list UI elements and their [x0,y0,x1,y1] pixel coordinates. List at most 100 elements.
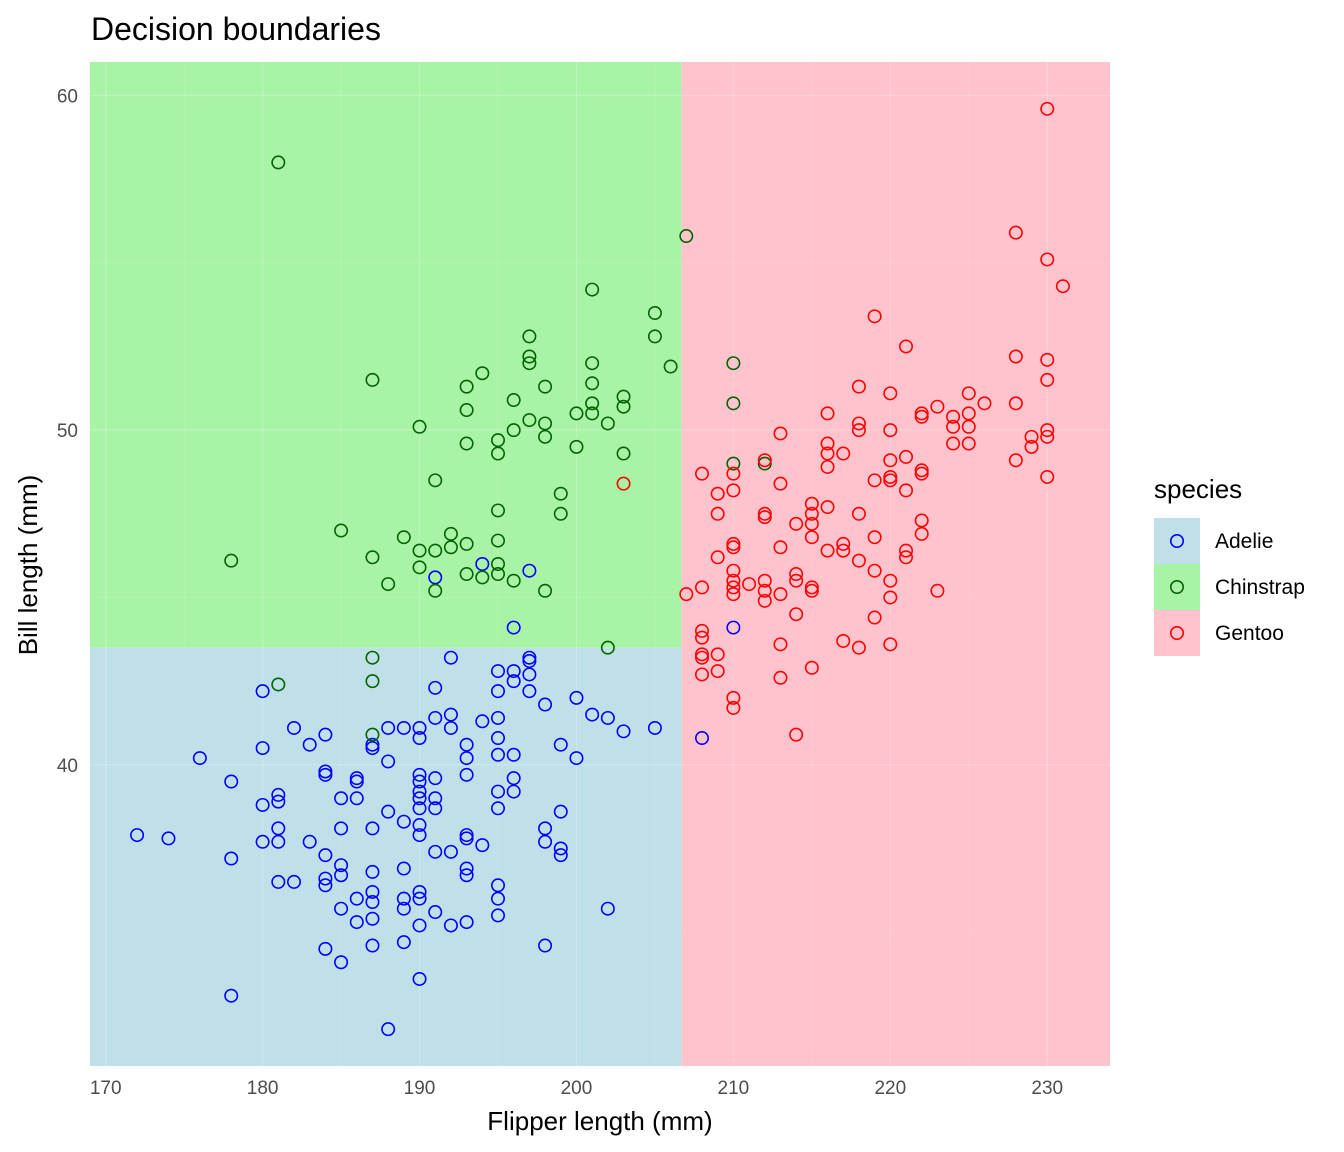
point-adelie [412,767,427,782]
point-chinstrap [522,329,537,344]
point-gentoo [914,409,929,424]
point-gentoo [898,550,913,565]
point-chinstrap [459,436,474,451]
point-adelie [459,861,474,876]
point-chinstrap [365,727,380,742]
point-adelie [412,801,427,816]
point-chinstrap [490,503,505,518]
x-axis-ticks: 170 180 190 200 210 220 230 [90,1078,1063,1099]
point-gentoo [1055,279,1070,294]
point-gentoo [851,553,866,568]
point-chinstrap [490,533,505,548]
point-gentoo [1040,252,1055,267]
point-chinstrap [553,486,568,501]
point-chinstrap [647,329,662,344]
point-gentoo [804,580,819,595]
point-adelie [694,731,709,746]
legend-label-adelie: Adelie [1215,530,1273,553]
legend-label-gentoo: Gentoo [1215,622,1284,645]
legend-marker-gentoo [1170,625,1185,640]
point-gentoo [757,453,772,468]
point-adelie [396,814,411,829]
point-adelie [553,848,568,863]
point-gentoo [946,436,961,451]
point-gentoo [773,670,788,685]
point-gentoo [930,399,945,414]
x-tick-label: 220 [874,1078,906,1099]
point-adelie [443,918,458,933]
point-gentoo [851,640,866,655]
point-gentoo [710,486,725,501]
point-gentoo [679,587,694,602]
point-gentoo [961,419,976,434]
point-adelie [522,667,537,682]
x-tick-label: 210 [718,1078,750,1099]
point-adelie [569,690,584,705]
y-tick-label: 40 [57,756,78,777]
point-gentoo [1040,429,1055,444]
point-adelie [522,684,537,699]
point-gentoo [836,543,851,558]
point-gentoo [914,406,929,421]
point-adelie [726,620,741,635]
point-chinstrap [459,403,474,418]
point-adelie [475,714,490,729]
point-gentoo [820,543,835,558]
point-gentoo [1040,352,1055,367]
x-tick-label: 180 [247,1078,279,1099]
point-gentoo [710,664,725,679]
point-chinstrap [726,396,741,411]
decision-regions [90,62,1110,1066]
point-gentoo [726,563,741,578]
point-adelie [224,774,239,789]
point-adelie [349,774,364,789]
point-adelie [365,895,380,910]
point-adelie [365,737,380,752]
point-gentoo [883,573,898,588]
point-chinstrap [616,389,631,404]
point-adelie [538,697,553,712]
point-adelie [396,861,411,876]
region-adelie [90,647,682,1066]
point-gentoo [977,396,992,411]
point-adelie [443,720,458,735]
point-adelie [334,901,349,916]
point-gentoo [1040,423,1055,438]
point-adelie [161,831,176,846]
point-adelie [428,791,443,806]
point-adelie [412,828,427,843]
point-gentoo [914,463,929,478]
point-gentoo [757,593,772,608]
point-gentoo [820,446,835,461]
x-tick-label: 170 [90,1078,122,1099]
point-gentoo [961,436,976,451]
point-adelie [412,784,427,799]
point-adelie [412,774,427,789]
point-adelie [459,828,474,843]
point-adelie [506,747,521,762]
point-gentoo [789,567,804,582]
point-adelie [600,710,615,725]
point-chinstrap [600,640,615,655]
point-adelie [412,720,427,735]
point-adelie [443,707,458,722]
point-gentoo [898,339,913,354]
point-adelie [302,834,317,849]
point-gentoo [726,536,741,551]
point-gentoo [930,583,945,598]
point-gentoo [804,506,819,521]
point-adelie [490,908,505,923]
legend-key-gentoo [1154,610,1200,656]
point-chinstrap [726,356,741,371]
point-chinstrap [271,155,286,170]
point-gentoo [1024,429,1039,444]
point-chinstrap [443,526,458,541]
point-chinstrap [459,536,474,551]
point-gentoo [851,379,866,394]
point-adelie [130,828,145,843]
point-adelie [286,720,301,735]
point-gentoo [726,580,741,595]
point-adelie [428,905,443,920]
point-adelie [412,818,427,833]
y-tick-label: 60 [57,86,78,107]
